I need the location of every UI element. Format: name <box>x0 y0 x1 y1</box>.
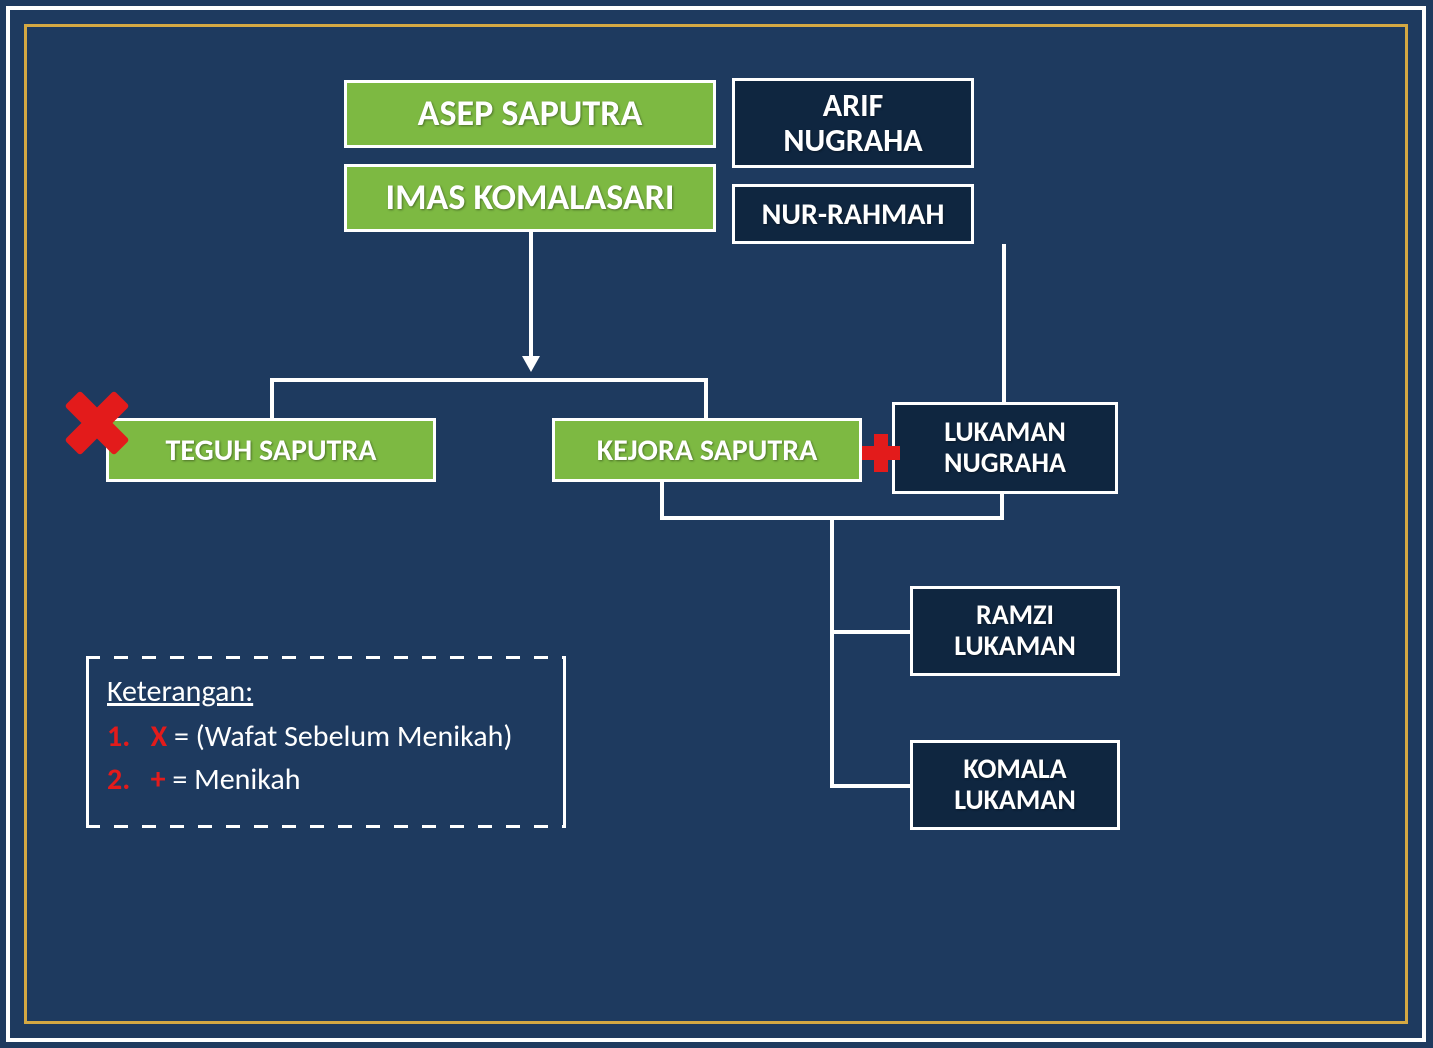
plus-icon <box>862 434 900 472</box>
connector-couple-right <box>1000 494 1004 520</box>
node-arif: ARIFNUGRAHA <box>732 78 974 168</box>
node-label: ARIFNUGRAHA <box>783 88 922 158</box>
connector-gen2-hbar <box>270 378 708 382</box>
cross-icon <box>62 388 132 458</box>
node-label: KOMALALUKAMAN <box>954 754 1076 816</box>
legend-item-1: 1. X = (Wafat Sebelum Menikah) <box>107 718 545 755</box>
connector-gen2-right-drop <box>704 378 708 418</box>
node-komala: KOMALALUKAMAN <box>910 740 1120 830</box>
node-nur: NUR-RAHMAH <box>732 184 974 244</box>
node-label: ASEP SAPUTRA <box>418 94 643 134</box>
node-label: LUKAMANNUGRAHA <box>944 417 1066 479</box>
node-label: KEJORA SAPUTRA <box>597 434 818 467</box>
node-label: IMAS KOMALASARI <box>385 178 674 218</box>
node-asep: ASEP SAPUTRA <box>344 80 716 148</box>
node-lukaman: LUKAMANNUGRAHA <box>892 402 1118 494</box>
inner-frame <box>24 24 1408 1024</box>
connector-children-stem <box>830 516 834 784</box>
legend-item-2: 2. + = Menikah <box>107 761 545 798</box>
node-ramzi: RAMZILUKAMAN <box>910 586 1120 676</box>
connector-nur-down <box>1002 244 1006 402</box>
connector-couple-left <box>660 482 664 520</box>
node-label: TEGUH SAPUTRA <box>166 434 377 467</box>
connector-child2-h <box>830 784 910 788</box>
connector-child1-h <box>830 630 910 634</box>
connector-gen2-left-drop <box>270 378 274 418</box>
legend-box: Keterangan: 1. X = (Wafat Sebelum Menika… <box>86 656 566 828</box>
legend-title: Keterangan: <box>107 673 545 710</box>
arrow-head-icon <box>522 356 540 372</box>
node-teguh: TEGUH SAPUTRA <box>106 418 436 482</box>
node-label: NUR-RAHMAH <box>762 198 945 231</box>
node-label: RAMZILUKAMAN <box>954 600 1076 662</box>
node-imas: IMAS KOMALASARI <box>344 164 716 232</box>
connector-imas-down <box>529 232 533 356</box>
node-kejora: KEJORA SAPUTRA <box>552 418 862 482</box>
